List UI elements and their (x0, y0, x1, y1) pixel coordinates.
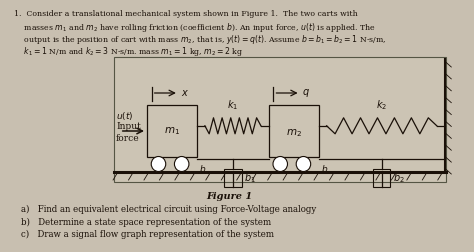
Text: 1.  Consider a translational mechanical system shown in Figure 1.  The two carts: 1. Consider a translational mechanical s… (14, 10, 357, 18)
Circle shape (151, 156, 166, 172)
Text: $b_1$: $b_1$ (245, 171, 256, 185)
Text: $x$: $x$ (181, 88, 189, 98)
Text: $b$: $b$ (321, 163, 328, 173)
Text: $m_1$: $m_1$ (164, 125, 180, 137)
Text: $u(t)$: $u(t)$ (116, 110, 134, 122)
Text: $b_2$: $b_2$ (393, 171, 405, 185)
Text: c)   Draw a signal flow graph representation of the system: c) Draw a signal flow graph representati… (21, 230, 274, 239)
Circle shape (273, 156, 288, 172)
Text: output is the position of cart with mass $m_2$, that is, $y(t)=q(t)$. Assume $b=: output is the position of cart with mass… (14, 33, 386, 46)
Text: $m_2$: $m_2$ (286, 127, 302, 139)
Bar (114, 57, 447, 182)
Bar (373, 169, 391, 187)
Text: a)   Find an equivalent electrical circuit using Force-Voltage analogy: a) Find an equivalent electrical circuit… (21, 205, 317, 214)
Text: b)   Determine a state space representation of the system: b) Determine a state space representatio… (21, 217, 272, 227)
Text: force: force (116, 134, 139, 143)
Text: $k_1$: $k_1$ (227, 98, 238, 112)
Circle shape (174, 156, 189, 172)
Bar (269, 105, 319, 157)
Text: $b$: $b$ (199, 163, 206, 173)
Circle shape (296, 156, 310, 172)
Text: Input: Input (116, 122, 141, 131)
Bar (224, 169, 242, 187)
Text: $k_2$: $k_2$ (376, 98, 387, 112)
Text: $q$: $q$ (302, 87, 310, 99)
Text: $k_1=1$ N/m and $k_2=3$ N-s/m. mass $m_1=1$ kg, $m_2=2$ kg: $k_1=1$ N/m and $k_2=3$ N-s/m. mass $m_1… (14, 45, 243, 57)
Text: masses $m_1$ and $m_2$ have rolling friction (coefficient $b$). An input force, : masses $m_1$ and $m_2$ have rolling fric… (14, 21, 376, 35)
Text: Figure 1: Figure 1 (206, 192, 252, 201)
Bar (147, 105, 197, 157)
